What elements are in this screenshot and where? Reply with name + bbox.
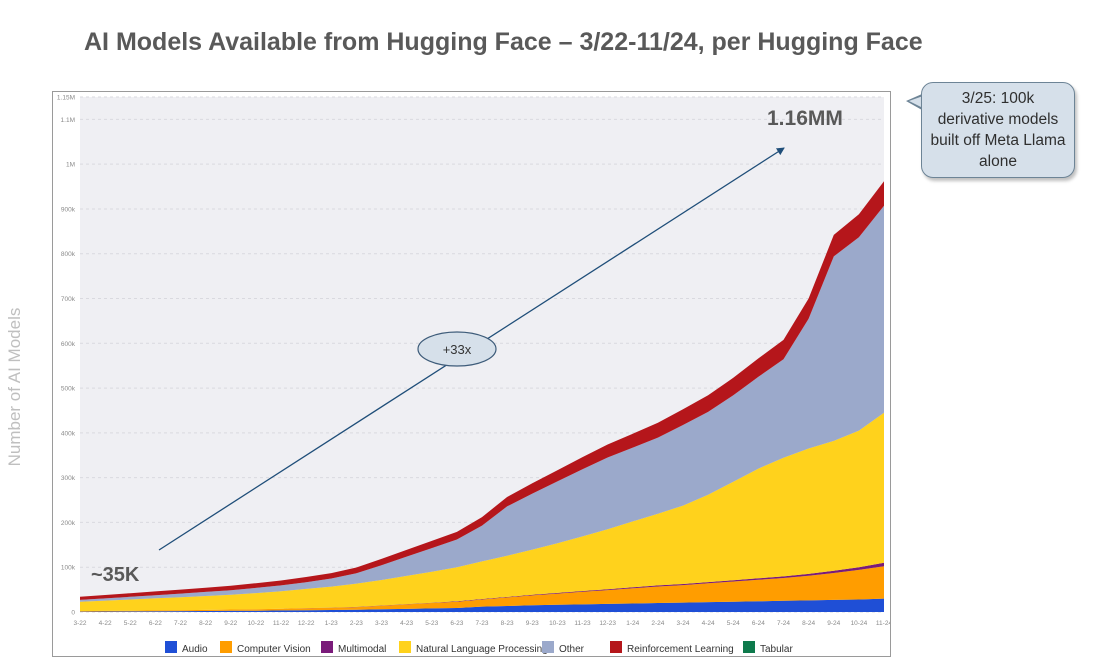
y-tick-label: 900k xyxy=(61,206,76,213)
growth-oval xyxy=(417,331,497,367)
x-tick-label: 5-22 xyxy=(124,620,137,627)
x-tick-label: 8-24 xyxy=(802,620,815,627)
chart-title: AI Models Available from Hugging Face – … xyxy=(84,28,923,56)
area-computer-vision xyxy=(80,566,884,612)
x-tick-label: 6-22 xyxy=(149,620,162,627)
y-tick-label: 500k xyxy=(61,386,76,393)
legend-label-tabular: Tabular xyxy=(760,644,793,655)
x-tick-label: 3-24 xyxy=(676,620,689,627)
legend-label-audio: Audio xyxy=(182,644,208,655)
area-reinforcement-learning xyxy=(80,181,884,600)
chart-panel: 0 100k 200k 300k 400k 500k 600k 700k 800k 900k 1M 1… xyxy=(52,91,892,657)
y-tick-label: 1.1M xyxy=(61,117,75,124)
y-tick-label: 600k xyxy=(61,341,76,348)
legend-label-multimodal: Multimodal xyxy=(338,644,386,655)
area-natural-language-processing xyxy=(80,412,884,612)
x-tick-label: 8-23 xyxy=(501,620,514,627)
x-tick-label: 1-24 xyxy=(626,620,639,627)
y-tick-label: 700k xyxy=(61,296,76,303)
callout-text: 3/25: 100k derivative models built off M… xyxy=(930,90,1066,170)
x-tick-label: 6-24 xyxy=(752,620,765,627)
x-tick-label: 7-22 xyxy=(174,620,187,627)
x-tick-label: 10-23 xyxy=(549,620,566,627)
legend-label-computer-vision: Computer Vision xyxy=(237,644,311,655)
x-tick-label: 11-23 xyxy=(574,620,591,627)
y-tick-label: 1M xyxy=(66,162,75,169)
x-tick-label: 7-23 xyxy=(475,620,488,627)
x-tick-label: 5-23 xyxy=(425,620,438,627)
x-tick-label: 10-24 xyxy=(851,620,868,627)
y-tick-label: 800k xyxy=(61,251,76,258)
area-chart: 0 100k 200k 300k 400k 500k 600k 700k 800k 900k 1M 1… xyxy=(53,92,892,656)
area-audio xyxy=(80,598,884,612)
x-tick-label: 6-23 xyxy=(450,620,463,627)
area-other xyxy=(80,205,884,602)
y-tick-label: 0 xyxy=(71,610,75,617)
x-tick-label: 10-22 xyxy=(248,620,265,627)
legend-swatch-computer-vision xyxy=(220,641,232,653)
y-tick-label: 200k xyxy=(61,520,76,527)
x-tick-label: 3-22 xyxy=(73,620,86,627)
legend-swatch-multimodal xyxy=(321,641,333,653)
x-tick-label: 4-24 xyxy=(702,620,715,627)
x-tick-label: 9-23 xyxy=(526,620,539,627)
y-tick-label: 400k xyxy=(61,430,76,437)
x-tick-label: 8-22 xyxy=(199,620,212,627)
x-tick-label: 2-23 xyxy=(350,620,363,627)
legend-swatch-reinforcement-learning xyxy=(610,641,622,653)
x-tick-label: 4-23 xyxy=(400,620,413,627)
x-tick-label: 12-22 xyxy=(298,620,315,627)
growth-annotation: +33x xyxy=(443,342,472,357)
x-tick-label: 7-24 xyxy=(777,620,790,627)
legend-label-other: Other xyxy=(559,644,585,655)
x-tick-label: 4-22 xyxy=(99,620,112,627)
end-annotation: 1.16MM xyxy=(767,107,843,130)
callout-bubble: 3/25: 100k derivative models built off M… xyxy=(921,82,1075,178)
legend-swatch-audio xyxy=(165,641,177,653)
legend-label-natural-language-processing: Natural Language Processing xyxy=(416,644,548,655)
x-tick-label: 12-23 xyxy=(599,620,616,627)
x-tick-label: 11-24 xyxy=(876,620,890,627)
y-tick-label: 300k xyxy=(61,475,76,482)
y-axis-label: Number of AI Models xyxy=(5,307,24,467)
y-tick-label: 100k xyxy=(61,565,76,572)
legend-swatch-other xyxy=(542,641,554,653)
legend-swatch-tabular xyxy=(743,641,755,653)
callout-tail-inner xyxy=(909,96,923,108)
legend-swatch-natural-language-processing xyxy=(399,641,411,653)
start-annotation: ~35K xyxy=(91,564,140,586)
y-tick-label: 1.15M xyxy=(57,95,75,102)
x-tick-label: 3-23 xyxy=(375,620,388,627)
x-tick-label: 2-24 xyxy=(651,620,664,627)
x-tick-label: 5-24 xyxy=(727,620,740,627)
x-tick-label: 9-24 xyxy=(827,620,840,627)
x-tick-label: 9-22 xyxy=(224,620,237,627)
legend-label-reinforcement-learning: Reinforcement Learning xyxy=(627,644,734,655)
x-tick-label: 11-22 xyxy=(273,620,290,627)
x-tick-label: 1-23 xyxy=(325,620,338,627)
